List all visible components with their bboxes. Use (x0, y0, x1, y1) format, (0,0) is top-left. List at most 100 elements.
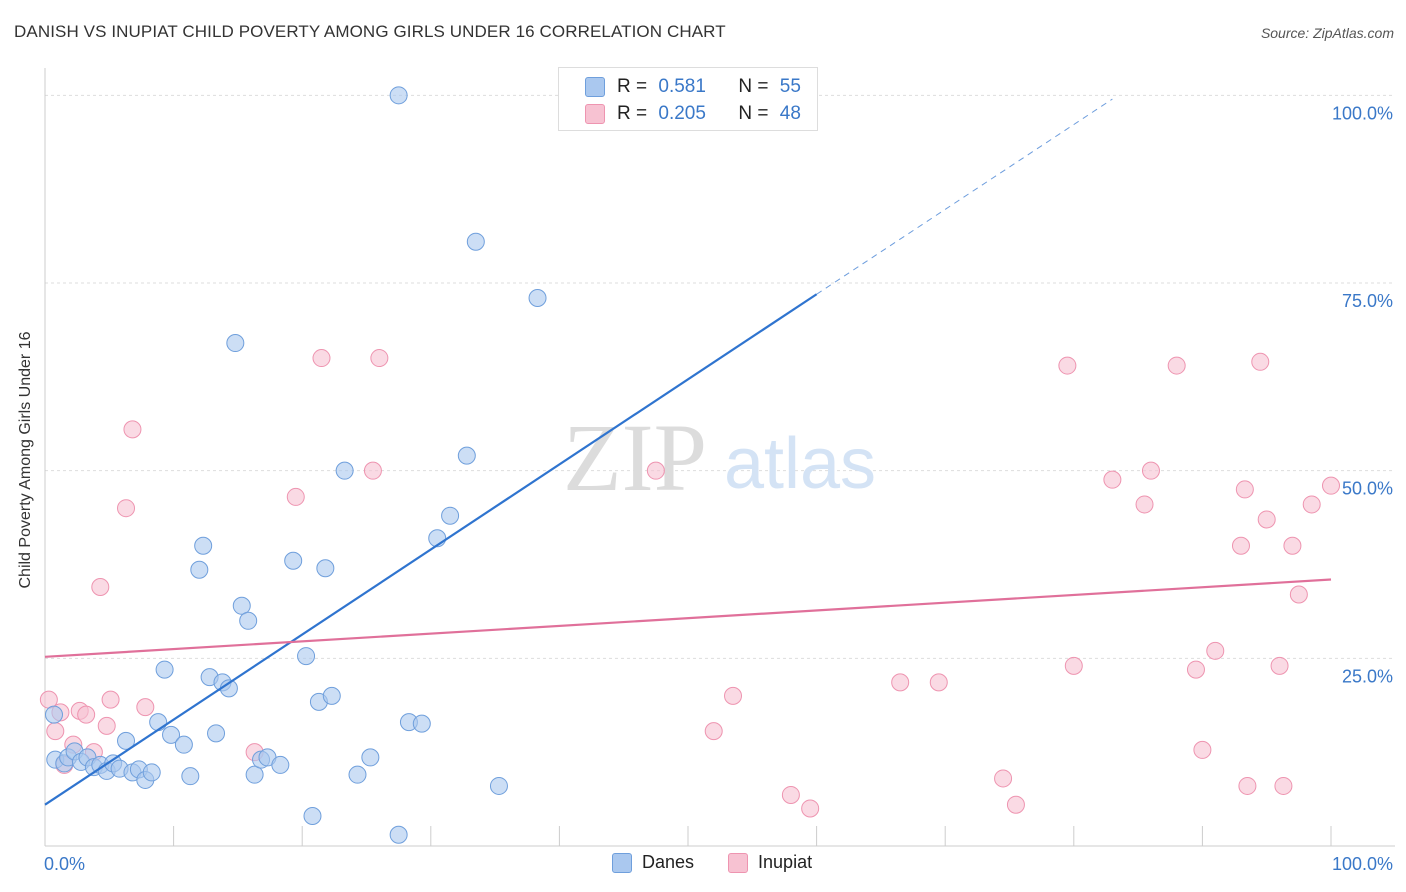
danes-n-value: 55 (779, 76, 801, 97)
inupiat-legend-label: Inupiat (758, 852, 813, 872)
danes-point (207, 724, 226, 743)
inupiat-point (1235, 480, 1254, 499)
danes-point (316, 559, 335, 578)
danes-point (162, 725, 181, 744)
danes-point (45, 705, 64, 724)
chart-title: DANISH VS INUPIAT CHILD POVERTY AMONG GI… (14, 22, 726, 41)
inupiat-point (370, 349, 389, 368)
y-axis-label: Child Poverty Among Girls Under 16 (17, 331, 34, 589)
inupiat-r-label: R = (617, 103, 648, 124)
danes-point (194, 536, 213, 555)
inupiat-r-value: 0.205 (658, 103, 706, 124)
axes (44, 68, 1395, 847)
inupiat-point (1135, 495, 1154, 514)
inupiat-point (363, 461, 382, 480)
inupiat-n-value: 48 (779, 103, 801, 124)
danes-point (466, 232, 485, 251)
inupiat-point (101, 690, 120, 709)
danes-point (322, 686, 341, 705)
danes-legend-swatch (612, 852, 632, 873)
danes-point (303, 806, 322, 825)
inupiat-point (1257, 510, 1276, 529)
inupiat-point (286, 487, 305, 506)
danes-point (441, 506, 460, 525)
y-tick-label: 50.0% (1342, 479, 1393, 499)
inupiat-point (929, 673, 948, 692)
inupiat-point (1064, 656, 1083, 675)
inupiat-trend-line (44, 578, 1332, 658)
inupiat-point (97, 716, 116, 735)
inupiat-points (39, 349, 1340, 818)
danes-point (284, 551, 303, 570)
zipatlas-watermark: ZIP atlas (563, 404, 876, 511)
inupiat-point (1167, 356, 1186, 375)
danes-r-label: R = (617, 76, 648, 97)
x-tick-label: 0.0% (44, 854, 85, 874)
inupiat-swatch (585, 104, 605, 124)
inupiat-n-label: N = (738, 103, 769, 124)
danes-point (142, 763, 161, 782)
danes-point (389, 825, 408, 844)
danes-point (361, 748, 380, 767)
x-tick-label: 100.0% (1332, 854, 1393, 874)
danes-point (389, 86, 408, 105)
danes-points (45, 86, 743, 844)
danes-point (155, 660, 174, 679)
danes-trend-line (44, 293, 818, 806)
gridlines (45, 94, 1395, 659)
correlation-legend: R = 0.581 N = 55 R = 0.205 N = 48 (558, 67, 818, 131)
danes-legend-label: Danes (642, 852, 695, 872)
danes-point (149, 713, 168, 732)
danes-point (181, 767, 200, 786)
legend-item-danes[interactable]: Danes (612, 852, 694, 873)
inupiat-point (781, 785, 800, 804)
danes-point (226, 334, 245, 353)
inupiat-point (136, 698, 155, 717)
inupiat-point (123, 420, 142, 439)
watermark-zip: ZIP (563, 404, 707, 511)
inupiat-point (1231, 536, 1250, 555)
inupiat-point (1251, 352, 1270, 371)
y-tick-label: 25.0% (1342, 666, 1393, 686)
inupiat-legend-swatch (728, 852, 749, 873)
inupiat-point (1103, 470, 1122, 489)
inupiat-point (1238, 776, 1257, 795)
legend-item-inupiat[interactable]: Inupiat (728, 852, 812, 873)
inupiat-point (1141, 461, 1160, 480)
danes-point (117, 731, 136, 750)
inupiat-point (724, 686, 743, 705)
danes-swatch (585, 77, 605, 97)
inupiat-point (1283, 536, 1302, 555)
inupiat-point (704, 722, 723, 741)
inupiat-point (994, 769, 1013, 788)
inupiat-point (46, 722, 65, 741)
inupiat-point (646, 461, 665, 480)
legend-row-danes: R = 0.581 N = 55 (585, 74, 801, 100)
inupiat-point (77, 705, 96, 724)
watermark-atlas: atlas (724, 424, 876, 504)
inupiat-point (801, 799, 820, 818)
inupiat-point (1302, 495, 1321, 514)
source-credit: Source: ZipAtlas.com (1260, 25, 1394, 41)
inupiat-point (1206, 641, 1225, 660)
inupiat-point (312, 349, 331, 368)
danes-point (245, 765, 264, 784)
danes-point (190, 560, 209, 579)
trend-lines (44, 98, 1332, 806)
inupiat-point (1006, 795, 1025, 814)
legend-row-inupiat: R = 0.205 N = 48 (585, 101, 801, 127)
y-tick-label: 100.0% (1332, 103, 1393, 123)
danes-point (271, 755, 290, 774)
danes-trend-extension (816, 98, 1113, 295)
inupiat-point (1274, 776, 1293, 795)
inupiat-point (117, 499, 136, 518)
danes-n-label: N = (738, 76, 769, 97)
danes-point (174, 735, 193, 754)
inupiat-point (1270, 656, 1289, 675)
danes-point (335, 461, 354, 480)
danes-point (232, 596, 251, 615)
danes-point (348, 765, 367, 784)
inupiat-point (1289, 585, 1308, 604)
y-tick-label: 75.0% (1342, 291, 1393, 311)
